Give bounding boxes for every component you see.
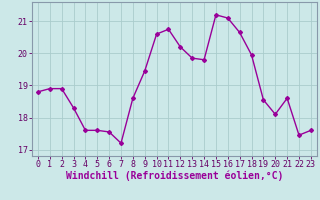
X-axis label: Windchill (Refroidissement éolien,°C): Windchill (Refroidissement éolien,°C) xyxy=(66,171,283,181)
